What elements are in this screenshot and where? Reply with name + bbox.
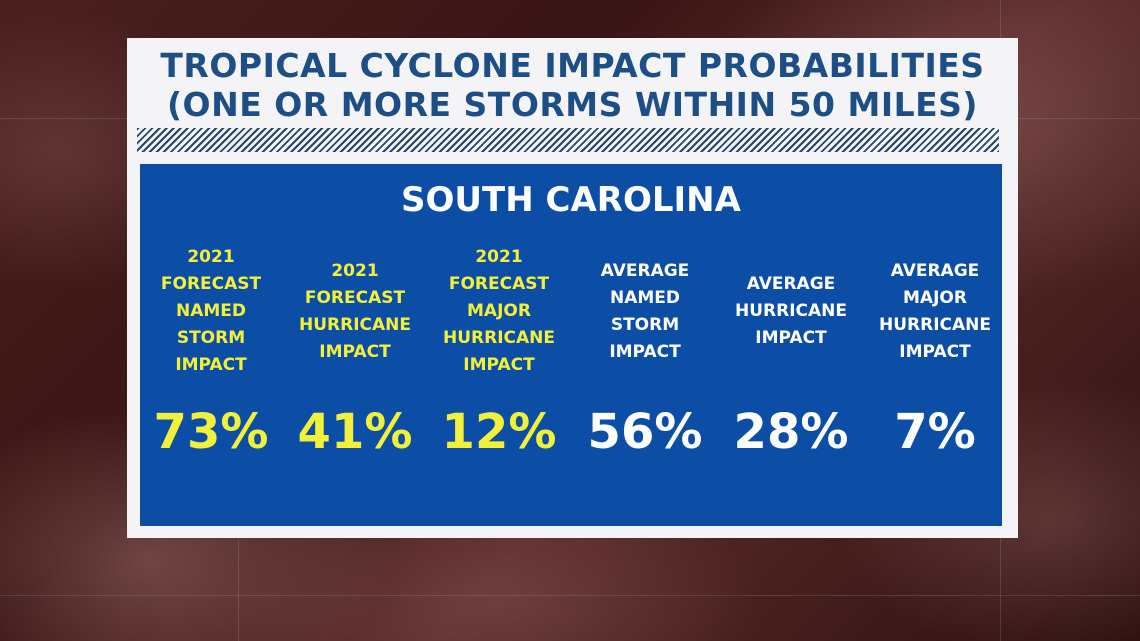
column-average-named-storm: AVERAGE NAMED STORM IMPACT 56% (572, 244, 718, 514)
title-line-1: TROPICAL CYCLONE IMPACT PROBABILITIES (160, 46, 985, 85)
column-average-hurricane: AVERAGE HURRICANE IMPACT 28% (718, 244, 864, 514)
column-label: 2021 FORECAST NAMED STORM IMPACT (160, 247, 262, 375)
column-forecast-named-storm: 2021 FORECAST NAMED STORM IMPACT 73% (138, 244, 284, 514)
column-label: 2021 FORECAST HURRICANE IMPACT (298, 260, 411, 362)
graphic-panel: TROPICAL CYCLONE IMPACT PROBABILITIES (O… (127, 38, 1018, 538)
column-value: 73% (153, 404, 269, 460)
column-label: AVERAGE HURRICANE IMPACT (734, 274, 847, 348)
state-heading: SOUTH CAROLINA (401, 180, 741, 220)
background-grid-line (238, 540, 239, 641)
hatch-divider (137, 128, 999, 152)
graphic-title: TROPICAL CYCLONE IMPACT PROBABILITIES (O… (127, 46, 1018, 124)
column-value: 41% (297, 404, 413, 460)
column-label: AVERAGE NAMED STORM IMPACT (600, 260, 690, 362)
column-forecast-major-hurricane: 2021 FORECAST MAJOR HURRICANE IMPACT 12% (426, 244, 572, 514)
title-line-2: (ONE OR MORE STORMS WITHIN 50 MILES) (166, 85, 979, 124)
column-forecast-hurricane: 2021 FORECAST HURRICANE IMPACT 41% (282, 244, 428, 514)
column-label: 2021 FORECAST MAJOR HURRICANE IMPACT (442, 247, 555, 375)
column-value: 7% (894, 404, 976, 460)
column-value: 12% (441, 404, 557, 460)
column-average-major-hurricane: AVERAGE MAJOR HURRICANE IMPACT 7% (862, 244, 1008, 514)
column-value: 56% (587, 404, 703, 460)
column-value: 28% (733, 404, 849, 460)
probability-table: SOUTH CAROLINA 2021 FORECAST NAMED STORM… (140, 164, 1002, 526)
column-label: AVERAGE MAJOR HURRICANE IMPACT (878, 260, 991, 362)
background-grid-line (0, 595, 1140, 596)
